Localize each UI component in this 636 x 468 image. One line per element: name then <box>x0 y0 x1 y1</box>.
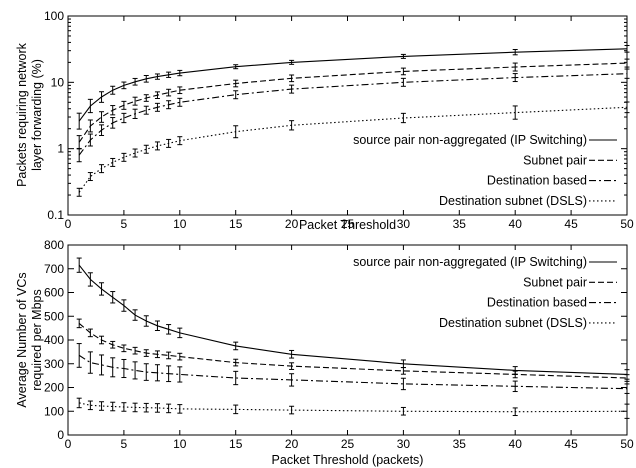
y-tick-label: 0.1 <box>47 208 64 222</box>
x-tick-label: 0 <box>65 217 72 231</box>
x-tick-label: 40 <box>509 437 523 451</box>
x-tick-label: 0 <box>65 437 72 451</box>
series-line <box>78 322 628 379</box>
x-tick-label: 30 <box>397 437 411 451</box>
x-tick-label: 45 <box>564 217 578 231</box>
series-line <box>79 402 628 413</box>
legend-label: Subnet pair <box>523 153 587 167</box>
x-tick-label: 25 <box>341 437 355 451</box>
x-tick-label: 10 <box>173 217 187 231</box>
series-line <box>78 106 628 193</box>
x-tick-label: 5 <box>121 437 128 451</box>
y-tick-label: 1 <box>57 142 64 156</box>
y-tick-label: 300 <box>44 357 64 371</box>
y-tick-label: 10 <box>51 75 65 89</box>
legend-label: source pair non-aggregated (IP Switching… <box>353 133 587 147</box>
y-tick-label: 100 <box>44 9 64 23</box>
x-tick-label: 20 <box>285 437 299 451</box>
y-axis-label: Packets requiring network <box>15 42 29 187</box>
x-tick-label: 35 <box>453 437 467 451</box>
x-tick-label: 15 <box>229 217 243 231</box>
x-tick-label: 25 <box>341 217 355 231</box>
y-tick-label: 600 <box>44 286 64 300</box>
legend-label: Destination subnet (DSLS) <box>439 194 587 208</box>
y-tick-label: 500 <box>44 309 64 323</box>
x-tick-label: 10 <box>173 437 187 451</box>
bottom-chart-panel: 0 5 10 15 20 25 30 35 40 45 5001002003004005006007… <box>15 238 634 467</box>
x-tick-label: 5 <box>121 217 128 231</box>
y-tick-label: 100 <box>44 404 64 418</box>
y-axis-label: layer forwarding (%) <box>30 59 44 171</box>
x-tick-label: 40 <box>509 217 523 231</box>
x-tick-label: 35 <box>453 217 467 231</box>
x-axis-label: Packet Threshold (packets) <box>272 453 424 467</box>
y-axis-label: required per Mbps <box>30 289 44 390</box>
x-tick-label: 45 <box>564 437 578 451</box>
y-tick-label: 400 <box>44 333 64 347</box>
x-axis-label: Packet Threshold <box>299 218 396 232</box>
legend-label: source pair non-aggregated (IP Switching… <box>353 255 587 269</box>
x-tick-label: 15 <box>229 437 243 451</box>
x-tick-label: 50 <box>620 437 634 451</box>
legend-label: Subnet pair <box>523 275 587 289</box>
y-tick-label: 700 <box>44 262 64 276</box>
legend-label: Destination based <box>487 174 587 188</box>
y-tick-label: 200 <box>44 381 64 395</box>
top-chart-panel: 0 5 10 15 20 25 30 35 40 45 50 0.1 1 10 100 Packet Thre… <box>15 9 634 232</box>
legend-label: Destination subnet (DSLS) <box>439 316 587 330</box>
x-tick-label: 50 <box>620 217 634 231</box>
series-line <box>78 354 628 390</box>
plot-frame <box>67 244 628 436</box>
series-line <box>78 62 628 143</box>
y-tick-label: 800 <box>44 238 64 252</box>
y-tick-label: 0 <box>57 428 64 442</box>
x-tick-label: 20 <box>285 217 299 231</box>
y-axis-label: Average Number of VCs <box>15 272 29 407</box>
x-tick-label: 30 <box>397 217 411 231</box>
legend-label: Destination based <box>487 296 587 310</box>
